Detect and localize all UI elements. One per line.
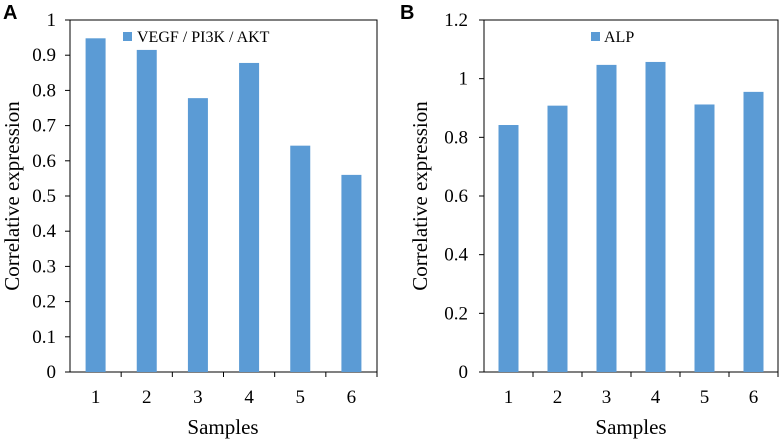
- panel-b-x-axis: 1 2 3 4 5 6: [504, 372, 779, 408]
- panel-a-y-tick-label: 0.9: [32, 45, 56, 66]
- panel-a-legend: VEGF / PI3K / AKT: [123, 29, 270, 46]
- panel-a-letter: A: [3, 2, 17, 24]
- chart-panel-b: B 0 0.2 0.4 0.6 0.8 1 1.2 1 2 3 4 5 6 ALP Samples C…: [400, 2, 779, 439]
- panel-a-bar-sample-3: [187, 98, 208, 373]
- panel-b-plot-area: [483, 19, 779, 373]
- panel-b-y-tick-label: 0.8: [444, 127, 468, 148]
- panel-b-y-tick-label: 0.6: [444, 186, 468, 207]
- panel-b-bar-sample-3: [596, 64, 617, 372]
- panel-b-legend: ALP: [591, 29, 634, 46]
- panel-a-bar-sample-2: [136, 49, 157, 373]
- panel-a-y-tick-label: 0.7: [32, 116, 56, 137]
- panel-b-y-tick-label: 1.2: [444, 10, 468, 31]
- panel-a-x-tick-label: 5: [296, 387, 306, 408]
- panel-b-bar-sample-5: [694, 104, 715, 372]
- panel-b-x-tick-label: 3: [602, 387, 612, 408]
- panel-a-y-tick-label: 0.3: [32, 256, 56, 277]
- chart-panel-a: A 0 0.1 0.2 0.3 0.4 0.5 0.6 0.7 0.8 0.9 1 1 2 3 4 5 6 V…: [0, 2, 378, 439]
- panel-b-bar-sample-4: [645, 61, 666, 373]
- panel-b-bar-sample-6: [743, 91, 764, 372]
- panel-a-y-axis: 0 0.1 0.2 0.3 0.4 0.5 0.6 0.7 0.8 0.9 1: [32, 10, 70, 383]
- panel-a-y-tick-label: 1: [47, 10, 57, 31]
- panel-b-x-tick-label: 1: [504, 387, 514, 408]
- panel-b-x-tick-label: 6: [749, 387, 759, 408]
- panel-a-x-tick-label: 1: [91, 387, 101, 408]
- panel-a-y-tick-label: 0.8: [32, 80, 56, 101]
- panel-b-y-tick-label: 0.4: [444, 245, 468, 266]
- panel-a-bars: [85, 38, 362, 373]
- panel-a-y-tick-label: 0.2: [32, 292, 56, 313]
- panel-a-x-axis: 1 2 3 4 5 6: [91, 372, 378, 408]
- panel-b-x-axis-title: Samples: [595, 415, 666, 439]
- panel-b-y-tick-label: 0: [459, 362, 469, 383]
- panel-b-legend-label: ALP: [604, 29, 634, 46]
- panel-a-bar-sample-4: [239, 62, 260, 372]
- panel-a-y-tick-label: 0.1: [32, 327, 56, 348]
- panel-b-bar-sample-2: [547, 105, 568, 373]
- panel-a-y-tick-label: 0.5: [32, 186, 56, 207]
- panel-a-legend-label: VEGF / PI3K / AKT: [137, 29, 270, 46]
- panel-a-bar-sample-6: [341, 174, 362, 372]
- panel-a-x-tick-label: 6: [347, 387, 357, 408]
- panel-a-x-axis-title: Samples: [187, 415, 258, 439]
- panel-a-plot-area: [69, 19, 378, 373]
- panel-a-x-tick-label: 2: [142, 387, 152, 408]
- panel-b-legend-swatch: [591, 32, 600, 41]
- panel-b-x-tick-label: 2: [553, 387, 563, 408]
- panel-b-bars: [498, 61, 764, 373]
- panel-b-x-tick-label: 5: [700, 387, 710, 408]
- panel-a-bar-sample-5: [290, 145, 311, 372]
- panel-a-y-tick-label: 0.4: [32, 221, 56, 242]
- panel-b-y-tick-label: 0.2: [444, 303, 468, 324]
- panel-b-y-tick-label: 1: [459, 69, 469, 90]
- panel-b-y-axis: 0 0.2 0.4 0.6 0.8 1 1.2: [444, 10, 484, 383]
- panel-a-bar-sample-1: [85, 38, 106, 372]
- panel-a-y-tick-label: 0: [47, 362, 57, 383]
- panel-a-y-tick-label: 0.6: [32, 151, 56, 172]
- panel-a-legend-swatch: [123, 32, 132, 41]
- panel-a-x-tick-label: 3: [193, 387, 203, 408]
- panel-b-y-axis-title: Correlative expression: [408, 101, 432, 291]
- panel-a-y-axis-title: Correlative expression: [0, 101, 24, 291]
- panel-b-x-tick-label: 4: [651, 387, 661, 408]
- panel-b-bar-sample-1: [498, 125, 519, 372]
- panel-a-x-tick-label: 4: [244, 387, 254, 408]
- panel-b-letter: B: [400, 2, 414, 24]
